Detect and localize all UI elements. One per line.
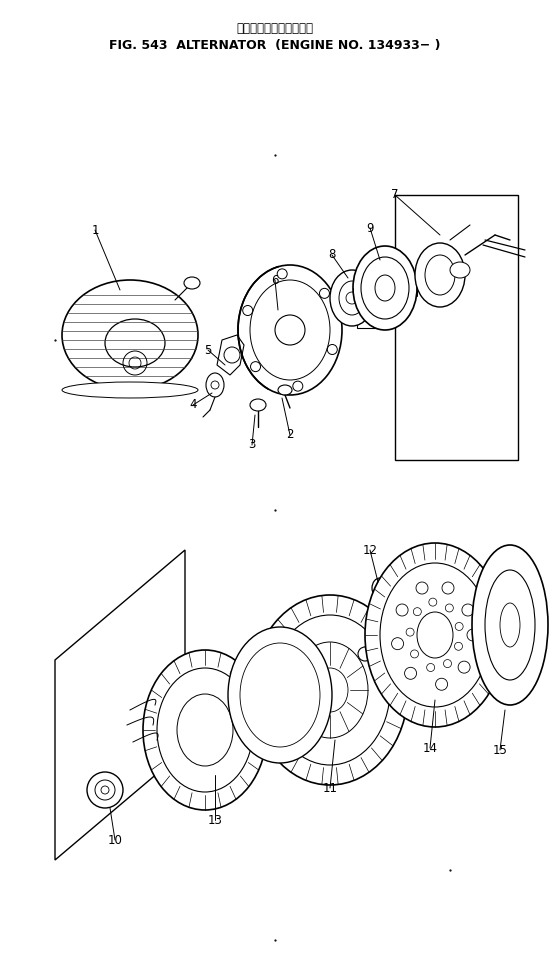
Text: オルタネータ　適用号機: オルタネータ 適用号機 <box>236 21 314 34</box>
Text: 7: 7 <box>391 189 399 201</box>
Circle shape <box>358 647 372 661</box>
Ellipse shape <box>250 399 266 411</box>
Ellipse shape <box>184 277 200 289</box>
Ellipse shape <box>62 382 198 398</box>
Ellipse shape <box>250 280 330 380</box>
Ellipse shape <box>353 246 417 330</box>
Ellipse shape <box>270 615 390 765</box>
Ellipse shape <box>485 570 535 680</box>
Text: 15: 15 <box>493 743 507 756</box>
Ellipse shape <box>252 595 408 785</box>
Text: 8: 8 <box>328 248 336 262</box>
Ellipse shape <box>417 612 453 658</box>
Text: 2: 2 <box>287 428 294 442</box>
Ellipse shape <box>157 668 253 792</box>
Text: 5: 5 <box>204 343 212 356</box>
Ellipse shape <box>143 650 267 810</box>
Ellipse shape <box>415 243 465 307</box>
Text: 1: 1 <box>91 224 99 236</box>
Ellipse shape <box>375 275 395 301</box>
Text: FIG. 543  ALTERNATOR  (ENGINE NO. 134933− ): FIG. 543 ALTERNATOR (ENGINE NO. 134933− … <box>109 40 441 53</box>
Ellipse shape <box>292 642 368 738</box>
Ellipse shape <box>312 668 348 712</box>
Text: 10: 10 <box>107 834 122 847</box>
Text: 12: 12 <box>363 544 377 557</box>
Ellipse shape <box>105 319 165 367</box>
Circle shape <box>95 780 115 800</box>
Text: 11: 11 <box>322 781 338 795</box>
Text: 14: 14 <box>423 741 437 754</box>
Circle shape <box>87 772 123 808</box>
Text: 3: 3 <box>249 439 256 451</box>
Ellipse shape <box>339 281 365 315</box>
Ellipse shape <box>500 603 520 647</box>
Ellipse shape <box>240 643 320 747</box>
Ellipse shape <box>238 265 342 395</box>
Ellipse shape <box>380 563 490 707</box>
Ellipse shape <box>372 578 388 598</box>
Ellipse shape <box>365 543 505 727</box>
Text: 13: 13 <box>208 813 223 826</box>
Ellipse shape <box>206 373 224 397</box>
Ellipse shape <box>330 270 374 326</box>
Text: 9: 9 <box>366 222 374 234</box>
Bar <box>357 283 392 328</box>
Ellipse shape <box>425 255 455 295</box>
Ellipse shape <box>278 385 292 395</box>
Ellipse shape <box>472 545 548 705</box>
Ellipse shape <box>450 262 470 278</box>
Text: 6: 6 <box>271 273 279 286</box>
Text: 4: 4 <box>189 399 197 412</box>
Ellipse shape <box>228 627 332 763</box>
Ellipse shape <box>62 280 198 390</box>
Ellipse shape <box>177 694 233 766</box>
Ellipse shape <box>361 257 409 319</box>
